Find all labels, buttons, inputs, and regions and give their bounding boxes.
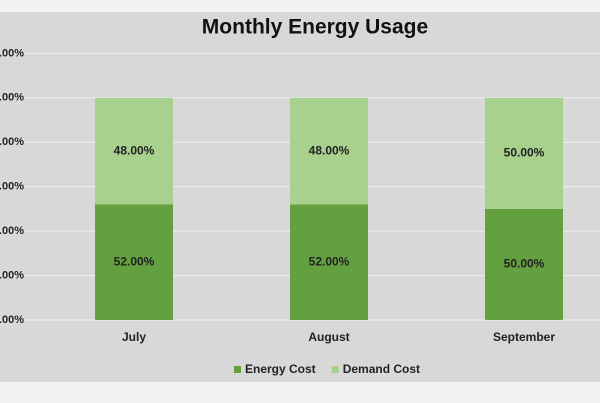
bar-segment [485, 97, 563, 209]
y-tick-label: 100.00% [0, 92, 24, 104]
x-tick-label: July [122, 330, 146, 344]
legend-label: Demand Cost [343, 362, 420, 376]
bar-segment [95, 97, 173, 205]
legend-swatch [234, 366, 241, 373]
bar-segment [485, 208, 563, 320]
data-label: 50.00% [504, 257, 545, 271]
data-label: 48.00% [114, 143, 155, 157]
bar-segment [95, 204, 173, 320]
bar-segment [290, 204, 368, 320]
chart-title: Monthly Energy Usage [202, 16, 428, 39]
data-label: 50.00% [504, 146, 545, 160]
data-label: 48.00% [309, 143, 350, 157]
bar-segment [290, 97, 368, 205]
legend-label: Energy Cost [245, 362, 316, 376]
legend-swatch [331, 366, 339, 373]
x-tick-label: September [493, 330, 555, 344]
data-label: 52.00% [114, 254, 155, 268]
y-tick-label: 120.00% [0, 47, 24, 59]
y-tick-label: 80.00% [0, 136, 24, 148]
y-tick-label: 40.00% [0, 225, 24, 237]
x-tick-label: August [308, 330, 349, 344]
y-tick-label: 60.00% [0, 181, 24, 193]
data-label: 52.00% [309, 254, 350, 268]
y-tick-label: 0.00% [0, 314, 24, 326]
y-tick-label: 20.00% [0, 269, 24, 281]
